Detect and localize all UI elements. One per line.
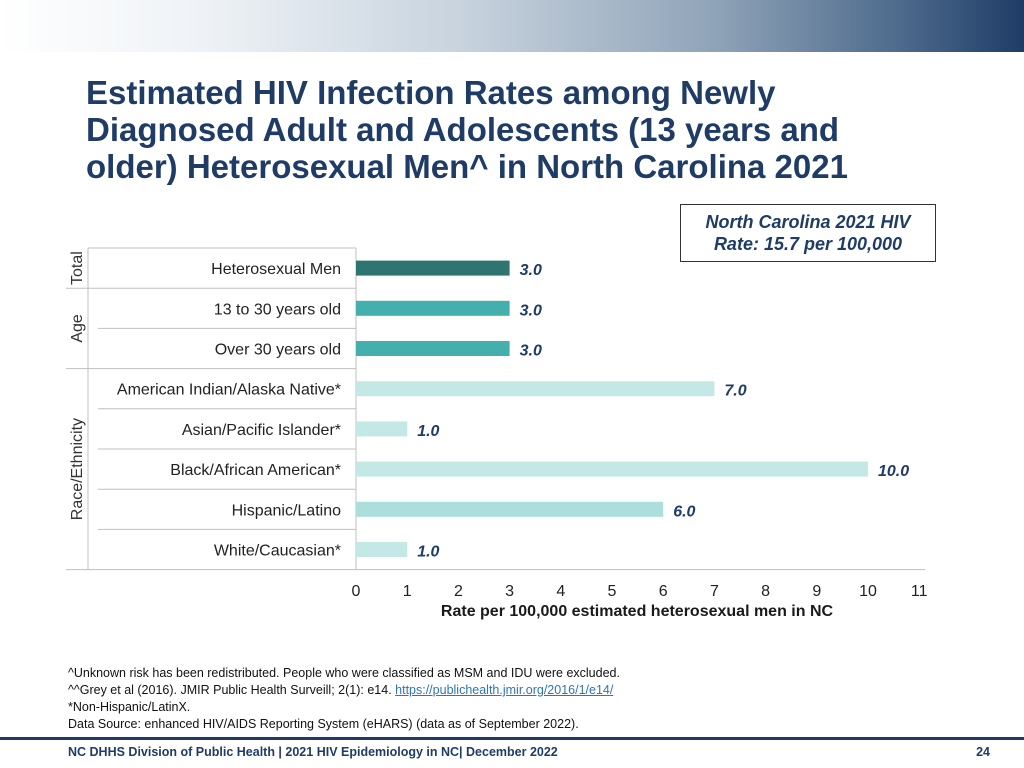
footnotes: ^Unknown risk has been redistributed. Pe…: [68, 665, 620, 733]
header-gradient-band: [0, 0, 1024, 52]
bar: [356, 501, 664, 517]
bar: [356, 542, 408, 557]
page-number: 24: [976, 745, 990, 759]
data-label: 3.0: [520, 302, 542, 319]
category-label: American Indian/Alaska Native*: [117, 382, 341, 399]
x-tick-label: 5: [608, 583, 617, 600]
footnote-unknown-risk: ^Unknown risk has been redistributed. Pe…: [68, 666, 620, 680]
bar: [356, 260, 510, 276]
x-tick-label: 11: [911, 583, 928, 600]
data-label: 3.0: [520, 262, 542, 279]
footnote-citation-text: ^^Grey et al (2016). JMIR Public Health …: [68, 683, 396, 697]
x-tick-label: 4: [556, 583, 565, 600]
data-label: 7.0: [724, 383, 746, 400]
bar: [356, 341, 510, 356]
category-label: Heterosexual Men: [211, 261, 341, 278]
bar-chart: Total Age Race/Ethnicity 0 1 2 3 4 5 6 7 8 9 10 11 Rate…: [66, 247, 928, 620]
x-tick-label: 10: [859, 583, 877, 600]
group-label-age: Age: [69, 314, 86, 343]
bar: [356, 421, 408, 437]
data-label: 6.0: [673, 503, 695, 520]
data-label: 10.0: [878, 463, 909, 480]
nc-rate-callout-line1: North Carolina 2021 HIV: [705, 212, 911, 232]
x-tick-label: 6: [659, 583, 668, 600]
x-tick-label: 8: [761, 583, 770, 600]
data-label: 1.0: [417, 423, 439, 440]
bar: [356, 381, 715, 397]
data-label: 3.0: [520, 343, 542, 360]
bar: [356, 300, 510, 316]
x-axis-title: Rate per 100,000 estimated heterosexual …: [441, 603, 834, 620]
x-tick-label: 0: [352, 583, 361, 600]
footer-text: NC DHHS Division of Public Health | 2021…: [68, 745, 558, 759]
category-label: Over 30 years old: [215, 342, 341, 359]
group-label-total: Total: [69, 251, 86, 285]
category-label: Hispanic/Latino: [232, 502, 342, 519]
group-label-race-ethnicity: Race/Ethnicity: [69, 418, 86, 520]
nc-rate-callout-line2: Rate: 15.7 per 100,000: [713, 234, 903, 254]
footer-divider: [0, 737, 1024, 740]
nc-rate-callout: North Carolina 2021 HIV Rate: 15.7 per 1…: [680, 204, 936, 262]
footnote-data-source: Data Source: enhanced HIV/AIDS Reporting…: [68, 717, 579, 731]
category-label: Black/African American*: [170, 462, 341, 479]
citation-link[interactable]: https://publichealth.jmir.org/2016/1/e14…: [395, 683, 614, 697]
x-tick-label: 9: [812, 583, 821, 600]
x-tick-label: 7: [710, 583, 719, 600]
x-tick-label: 2: [454, 583, 463, 600]
category-label: 13 to 30 years old: [214, 301, 341, 318]
footnote-citation: ^^Grey et al (2016). JMIR Public Health …: [68, 682, 620, 699]
slide-title: Estimated HIV Infection Rates among Newl…: [86, 74, 848, 185]
bar: [356, 461, 868, 477]
category-label: Asian/Pacific Islander*: [182, 422, 341, 439]
x-tick-label: 3: [505, 583, 514, 600]
data-label: 1.0: [417, 544, 439, 561]
x-tick-label: 1: [403, 583, 412, 600]
category-label: White/Caucasian*: [214, 543, 341, 560]
footnote-non-hispanic: *Non-Hispanic/LatinX.: [68, 700, 191, 714]
